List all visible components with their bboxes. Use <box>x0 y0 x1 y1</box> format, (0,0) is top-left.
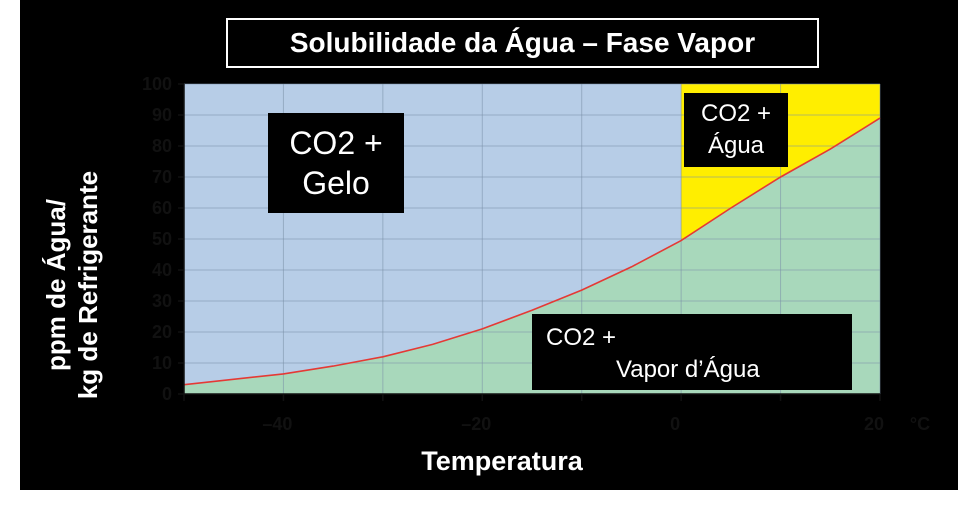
region-label-agua: CO2 + Água <box>684 93 788 167</box>
y-tick-label: 40 <box>152 260 172 280</box>
region-label-vapor-line-2: Vapor d’Água <box>616 356 760 383</box>
region-label-vapor-line-1: CO2 + <box>546 324 617 351</box>
x-axis-unit: °C <box>910 414 930 434</box>
region-label-agua-line-2: Água <box>707 132 765 159</box>
x-axis-label: Temperatura <box>421 446 583 476</box>
chart-title: Solubilidade da Água – Fase Vapor <box>289 27 756 58</box>
y-axis-label: ppm de Água/ kg de Refrigerante <box>20 20 124 450</box>
y-tick-label: 50 <box>152 229 172 249</box>
y-tick-label: 100 <box>142 74 172 94</box>
y-axis-label-line-2: kg de Refrigerante <box>73 170 103 400</box>
region-label-gelo-line-1: CO2 + <box>289 125 383 161</box>
y-tick-label: 60 <box>152 198 172 218</box>
y-tick-label: 20 <box>152 322 172 342</box>
x-tick-label: 20 <box>864 414 884 434</box>
y-axis-label-line-1: ppm de Água/ <box>41 199 71 371</box>
x-tick-label: 0 <box>670 414 680 434</box>
region-label-gelo: CO2 + Gelo <box>268 113 404 213</box>
y-tick-label: 0 <box>162 384 172 404</box>
x-tick-label: –20 <box>461 414 491 434</box>
y-tick-label: 70 <box>152 167 172 187</box>
region-label-gelo-line-2: Gelo <box>302 165 370 201</box>
y-tick-label: 10 <box>152 353 172 373</box>
y-tick-label: 90 <box>152 105 172 125</box>
saturation-curve <box>183 117 881 386</box>
region-label-vapor: CO2 + Vapor d’Água <box>532 314 852 390</box>
region-label-agua-line-1: CO2 + <box>700 100 772 127</box>
y-tick-label: 80 <box>152 136 172 156</box>
chart-title-box: Solubilidade da Água – Fase Vapor <box>226 18 819 68</box>
y-tick-label: 30 <box>152 291 172 311</box>
x-tick-label: –40 <box>262 414 292 434</box>
